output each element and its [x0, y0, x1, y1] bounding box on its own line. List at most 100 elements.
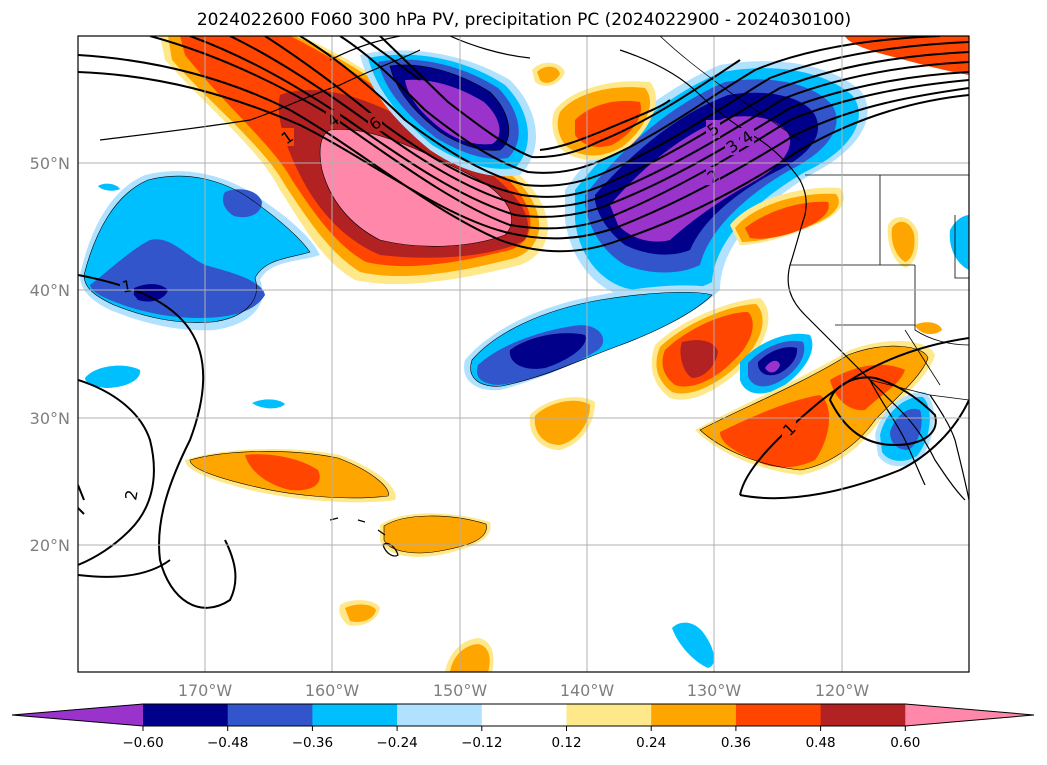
negative-anomaly-small-purple	[765, 360, 780, 373]
pv-contour-left-edge	[78, 484, 85, 515]
lon-label-150w: 150°W	[433, 681, 488, 700]
negative-anomaly-south-navy	[509, 333, 586, 369]
border-bc-alaska	[659, 36, 801, 141]
pv-label-west-1: 1	[120, 276, 133, 296]
pv-contours	[78, 36, 969, 609]
pv-label-bg-east-2	[706, 167, 720, 185]
negative-anomaly-nw-sky	[98, 183, 120, 191]
precipitation-anomaly-fields: 1 4 6 1 2 2 3 5 4 1	[78, 36, 969, 672]
positive-anomaly-central-orange	[534, 400, 590, 445]
graticule	[78, 36, 969, 672]
lon-label-120w: 120°W	[815, 681, 870, 700]
outline-north-navy	[389, 64, 510, 151]
pv-contour-labels: 1 4 6 1 2 2 3 5 4 1	[120, 110, 800, 504]
lon-label-140w: 140°W	[560, 681, 615, 700]
colorbar-segment	[397, 704, 483, 726]
coastline-mainland-mexico	[929, 394, 969, 501]
colorbar: −0.60 −0.48 −0.36 −0.24 −0.12 0.12 0.24 0.36 0.4…	[11, 703, 1035, 751]
pv-label-bg-6	[368, 113, 382, 131]
pv-contour-3	[149, 36, 969, 230]
outline-hawaii	[383, 515, 487, 554]
lat-label-50n: 50°N	[30, 154, 70, 173]
colorbar-segment	[651, 704, 737, 726]
colorbar-segment	[481, 704, 567, 726]
pv-label-bg-east-3	[725, 137, 739, 155]
pv-label-bg-se-1	[782, 420, 796, 438]
pv-contour-west-2	[78, 379, 155, 566]
pv-contour-se-3	[828, 376, 937, 447]
colorbar-tick-label: −0.24	[376, 735, 417, 751]
positive-anomaly-ca-small	[915, 322, 942, 335]
pv-contour-ak	[359, 36, 671, 151]
pv-contour-9	[379, 36, 741, 159]
negative-anomaly-baja-mid	[890, 408, 922, 450]
colorbar-segment	[735, 704, 822, 726]
pv-label-bg-1	[280, 128, 294, 146]
outline-west-neg	[83, 175, 311, 323]
lon-label-160w: 160°W	[305, 681, 360, 700]
colorbar-segment	[820, 704, 906, 726]
lon-label-130w: 130°W	[687, 681, 742, 700]
colorbar-segment	[566, 704, 652, 726]
colorbar-extend-min	[12, 704, 143, 726]
chart-title: 2024022600 F060 300 hPa PV, precipitatio…	[197, 10, 851, 30]
pv-label-bg-west-2	[124, 486, 138, 504]
pv-contour-5	[229, 36, 969, 208]
coastline-hawaii	[329, 517, 399, 557]
positive-anomaly-ca-red	[720, 395, 830, 468]
pv-contour-west-3	[78, 559, 171, 578]
pv-contour-west	[78, 274, 237, 609]
outline-ca-pos	[699, 345, 929, 471]
political-borders	[659, 36, 969, 401]
pv-label-bg-east-4	[740, 128, 754, 146]
pv-label-west-2: 2	[121, 488, 141, 501]
border-us-mexico	[869, 379, 969, 401]
negative-anomaly-west-mid-small	[222, 189, 262, 218]
colorbar-tick-label: 0.12	[551, 735, 581, 751]
outline-hawaii-west	[189, 451, 389, 499]
positive-anomaly-alaska-orange	[537, 66, 560, 83]
positive-anomaly-ne-red	[845, 36, 969, 75]
colorbar-tick-label: −0.60	[122, 735, 163, 751]
negative-anomaly-east-edge-sky	[949, 215, 969, 270]
colorbar-tick-label: 0.60	[890, 735, 920, 751]
outline-south-neg	[470, 291, 713, 387]
positive-anomaly-south-small-orange	[345, 604, 376, 622]
colorbar-tick-label: −0.48	[207, 735, 248, 751]
pv-label-bg-4	[326, 110, 340, 128]
coastline-west-coast	[787, 214, 966, 501]
map-frame	[77, 35, 970, 673]
negative-anomaly-west-navy	[130, 284, 168, 302]
colorbar-segment	[143, 704, 229, 726]
longitude-labels: 170°W 160°W 150°W 140°W 130°W 120°W	[178, 681, 870, 700]
border-states	[790, 175, 969, 386]
colorbar-tick-label: 0.24	[636, 735, 666, 751]
colorbar-tick-label: −0.36	[292, 735, 333, 751]
negative-anomaly-west-mid	[90, 239, 265, 318]
colorbar-tick-label: 0.48	[806, 735, 836, 751]
pv-label-bg-east-5	[706, 120, 720, 138]
map-panel: 1 4 6 1 2 2 3 5 4 1	[30, 35, 970, 700]
lat-label-30n: 30°N	[30, 409, 70, 428]
positive-anomaly-ca-red-east	[830, 364, 905, 411]
lat-label-40n: 40°N	[30, 281, 70, 300]
positive-anomaly-oregon-red	[745, 201, 829, 239]
anomaly-outlines	[83, 64, 929, 554]
colorbar-extend-max	[905, 704, 1034, 726]
pv-contour-se-2	[739, 399, 969, 500]
colorbar-segment	[312, 704, 398, 726]
coastline-baja	[869, 379, 926, 486]
lon-label-170w: 170°W	[178, 681, 233, 700]
pv-contour-1	[78, 54, 969, 253]
negative-anomaly-sw-sky	[672, 622, 715, 668]
positive-anomaly-hawaii-orange	[384, 515, 487, 553]
positive-anomaly-hawaii-west-red	[245, 454, 320, 491]
positive-anomaly-idaho-orange	[891, 221, 915, 262]
pv-contour-2	[78, 71, 969, 240]
negative-anomaly-north-purple	[405, 79, 500, 145]
lat-label-20n: 20°N	[30, 536, 70, 555]
colorbar-tick-label: −0.12	[461, 735, 502, 751]
colorbar-segment	[227, 704, 313, 726]
negative-anomaly-hi-small-sky	[85, 365, 141, 388]
